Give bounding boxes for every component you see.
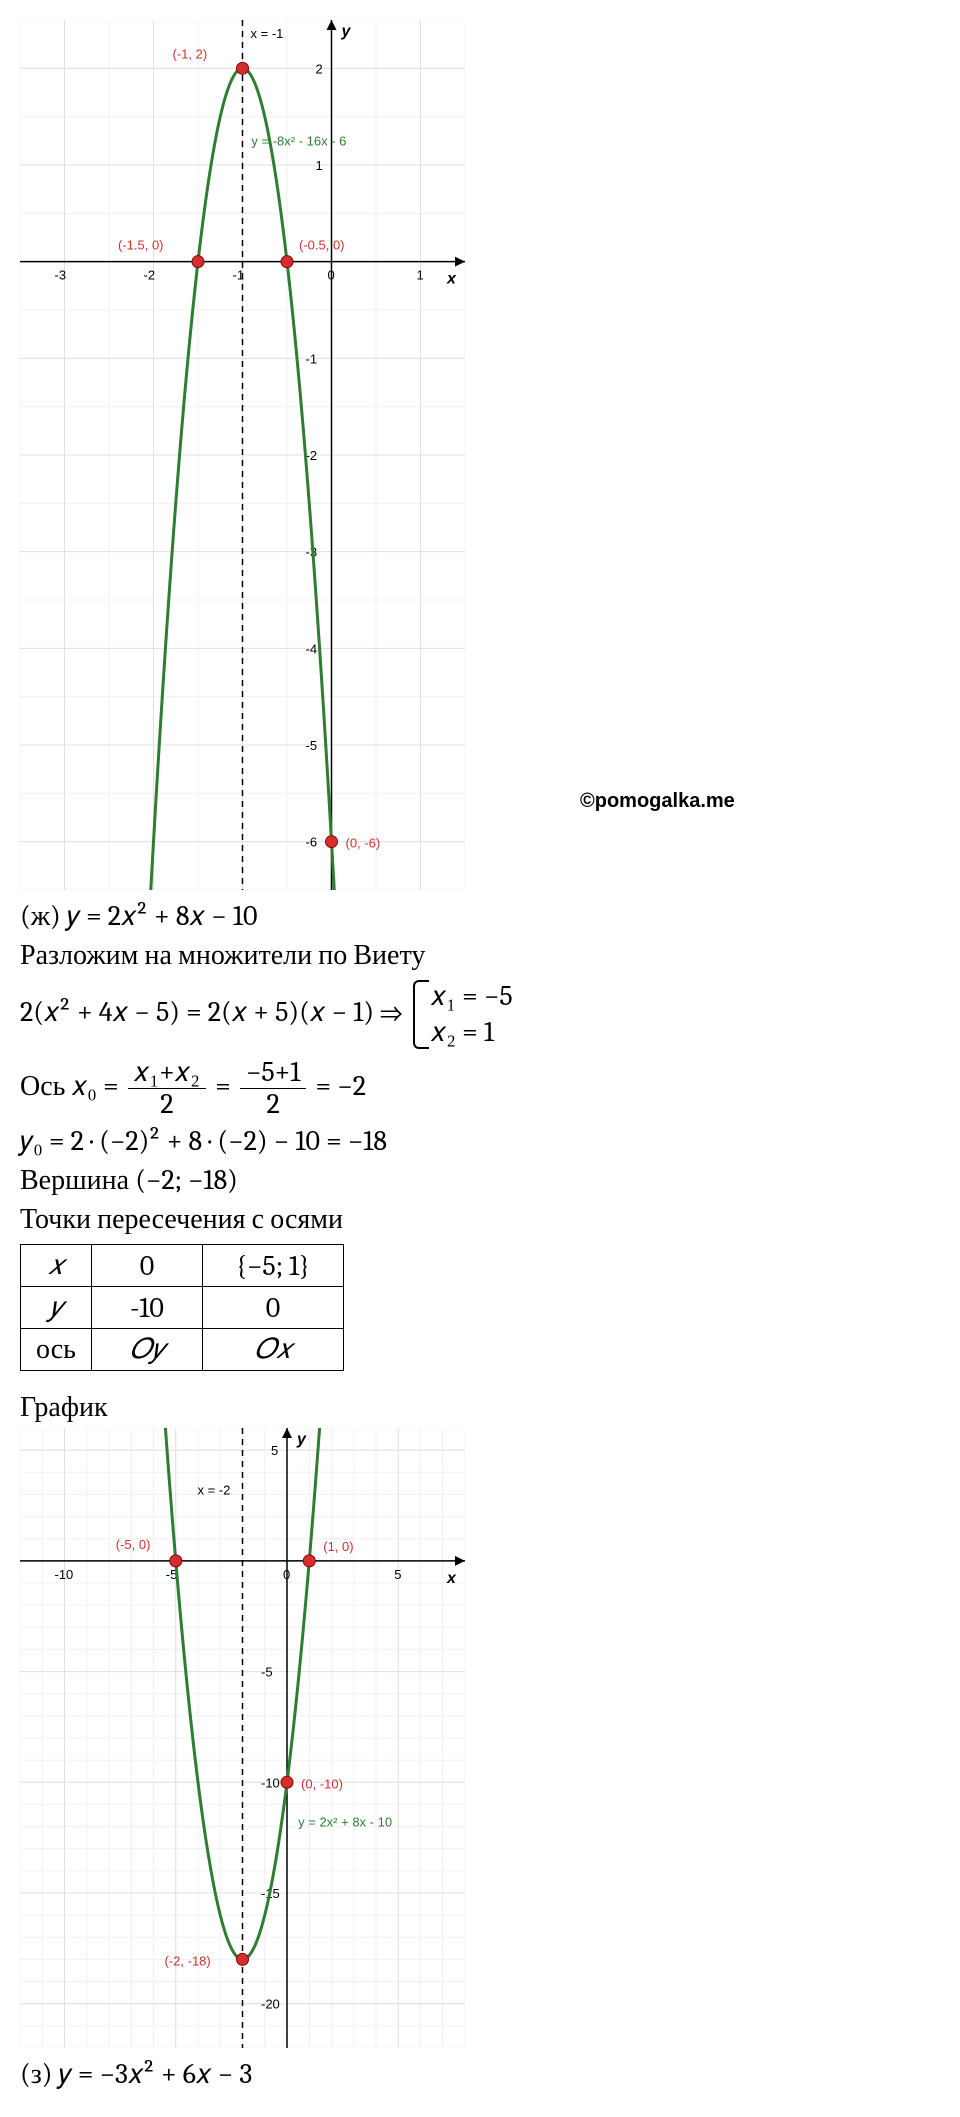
vertex-line: Вершина (−2; −18): [20, 1164, 940, 1197]
factor-expression: 2(𝑥² + 4𝑥 − 5) = 2(𝑥 + 5)(𝑥 − 1) ⇒: [20, 996, 402, 1028]
svg-text:1: 1: [316, 158, 323, 173]
svg-text:-4: -4: [306, 641, 318, 656]
frac2-den: 2: [240, 1089, 306, 1120]
table-row: 𝑥 0 {−5; 1}: [21, 1245, 344, 1287]
svg-text:(-5, 0): (-5, 0): [116, 1537, 151, 1552]
svg-text:(-0.5, 0): (-0.5, 0): [299, 238, 345, 253]
svg-text:5: 5: [271, 1444, 278, 1459]
graph-label: График: [20, 1391, 940, 1424]
svg-text:(-1.5, 0): (-1.5, 0): [118, 238, 164, 253]
fraction-2: −5+1 2: [240, 1057, 306, 1120]
svg-text:-3: -3: [55, 268, 67, 283]
fraction-1: 𝑥₁+𝑥₂ 2: [128, 1057, 206, 1120]
svg-text:-6: -6: [306, 835, 318, 850]
chart-2-svg: -10-505-20-15-10-55yxx = -2y = 2x² + 8x …: [20, 1428, 465, 2048]
table-cell: {−5; 1}: [203, 1245, 344, 1287]
problem-heading-z: (з) 𝑦 = −3𝑥² + 6𝑥 − 3: [20, 2058, 940, 2091]
chart-2-container: -10-505-20-15-10-55yxx = -2y = 2x² + 8x …: [20, 1428, 465, 2048]
svg-text:2: 2: [316, 61, 323, 76]
table-cell: 𝑦: [21, 1287, 92, 1329]
roots-system: 𝑥₁ = −5 𝑥₂ = 1: [413, 978, 513, 1051]
svg-text:-10: -10: [55, 1567, 74, 1582]
svg-text:y: y: [296, 1431, 307, 1448]
table-cell: 0: [92, 1245, 203, 1287]
axis-x0-line: Ось 𝑥₀ = 𝑥₁+𝑥₂ 2 = −5+1 2 = −2: [20, 1057, 940, 1120]
svg-text:-20: -20: [261, 1997, 280, 2012]
watermark: ©pomogalka.me: [580, 790, 735, 813]
table-cell: 0: [203, 1287, 344, 1329]
svg-text:y = 2x² + 8x - 10: y = 2x² + 8x - 10: [298, 1815, 392, 1830]
table-cell: 𝑂𝑥: [203, 1329, 344, 1371]
frac2-num: −5+1: [240, 1057, 306, 1089]
svg-text:(0, -10): (0, -10): [301, 1777, 343, 1792]
svg-text:(1, 0): (1, 0): [323, 1539, 353, 1554]
svg-text:-10: -10: [261, 1776, 280, 1791]
axis-label: Ось 𝑥₀ =: [20, 1070, 125, 1102]
svg-text:(-2, -18): (-2, -18): [165, 1954, 211, 1969]
table-cell: ось: [21, 1329, 92, 1371]
chart-1-container: -3-2-101-6-5-4-3-2-112yxx = -1y = -8x² -…: [20, 20, 465, 890]
svg-text:x = -1: x = -1: [251, 26, 284, 41]
svg-text:(0, -6): (0, -6): [346, 836, 381, 851]
svg-text:x: x: [446, 1570, 457, 1587]
intersections-line: Точки пересечения с осями: [20, 1203, 940, 1236]
table-cell: 𝑥: [21, 1245, 92, 1287]
svg-text:5: 5: [394, 1567, 401, 1582]
svg-text:1: 1: [417, 268, 424, 283]
vieta-line: Разложим на множители по Виету: [20, 939, 940, 972]
svg-text:-5: -5: [306, 738, 318, 753]
svg-text:y: y: [341, 23, 352, 40]
svg-text:0: 0: [283, 1567, 290, 1582]
axis-result: = −2: [316, 1070, 366, 1102]
equals-1: =: [215, 1070, 237, 1102]
svg-text:x: x: [446, 271, 457, 288]
svg-text:y = -8x² - 16x - 6: y = -8x² - 16x - 6: [251, 134, 346, 149]
root-1: 𝑥₁ = −5: [431, 978, 513, 1014]
svg-text:x = -2: x = -2: [198, 1483, 231, 1498]
problem-heading-zh: (ж) 𝑦 = 2𝑥² + 8𝑥 − 10: [20, 900, 940, 933]
root-2: 𝑥₂ = 1: [431, 1014, 513, 1050]
table-cell: 𝑂𝑦: [92, 1329, 203, 1371]
svg-text:-5: -5: [261, 1665, 273, 1680]
svg-text:0: 0: [328, 268, 335, 283]
y0-line: 𝑦₀ = 2 · (−2)² + 8 · (−2) − 10 = −18: [20, 1125, 940, 1158]
frac1-num: 𝑥₁+𝑥₂: [128, 1057, 206, 1089]
table-row: ось 𝑂𝑦 𝑂𝑥: [21, 1329, 344, 1371]
table-row: 𝑦 -10 0: [21, 1287, 344, 1329]
table-cell: -10: [92, 1287, 203, 1329]
frac1-den: 2: [128, 1089, 206, 1120]
svg-text:(-1, 2): (-1, 2): [173, 46, 208, 61]
factor-line: 2(𝑥² + 4𝑥 − 5) = 2(𝑥 + 5)(𝑥 − 1) ⇒ 𝑥₁ = …: [20, 978, 940, 1051]
intersections-table: 𝑥 0 {−5; 1} 𝑦 -10 0 ось 𝑂𝑦 𝑂𝑥: [20, 1244, 344, 1371]
svg-text:-1: -1: [306, 351, 318, 366]
chart-1-svg: -3-2-101-6-5-4-3-2-112yxx = -1y = -8x² -…: [20, 20, 465, 890]
svg-text:-2: -2: [144, 268, 156, 283]
